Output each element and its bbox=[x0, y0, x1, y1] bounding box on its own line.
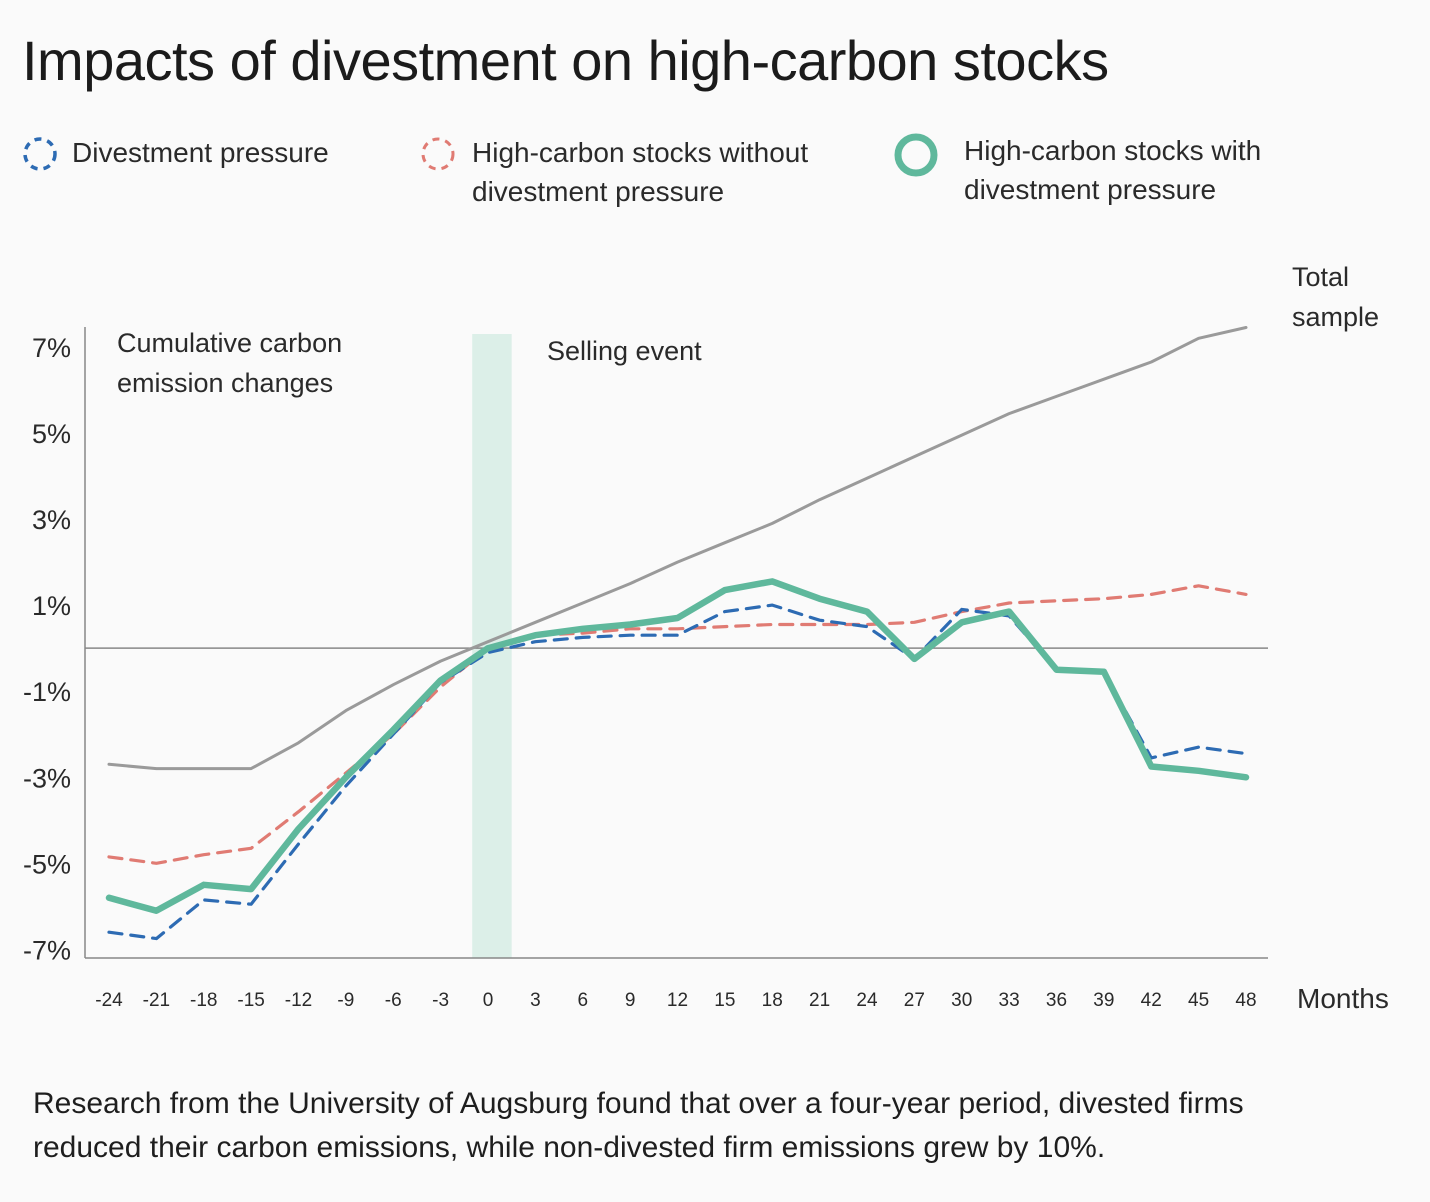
x-tick-label: -9 bbox=[337, 990, 354, 1011]
x-tick-label: -3 bbox=[432, 990, 449, 1011]
series-label-total: Total bbox=[1292, 262, 1349, 292]
x-tick-label: 0 bbox=[483, 990, 494, 1011]
x-tick-label: 36 bbox=[1046, 990, 1067, 1011]
y-tick-label: -1% bbox=[23, 677, 71, 707]
series-line-with bbox=[105, 578, 1250, 914]
x-tick-label: 9 bbox=[625, 990, 636, 1011]
legend-marker-divestment bbox=[23, 137, 57, 171]
legend-label-line: Divestment pressure bbox=[72, 137, 329, 168]
x-tick-label: 18 bbox=[762, 990, 783, 1011]
x-tick-label: 27 bbox=[904, 990, 925, 1011]
legend-marker-without bbox=[421, 137, 455, 171]
legend-swatch-without bbox=[421, 137, 455, 171]
series-line-without bbox=[107, 584, 1248, 865]
x-tick-label: 21 bbox=[809, 990, 830, 1011]
y-tick-label: 7% bbox=[32, 333, 71, 363]
x-tick-label: 12 bbox=[667, 990, 688, 1011]
x-tick-label: -6 bbox=[385, 990, 402, 1011]
legend-label-line: High-carbon stocks without bbox=[472, 137, 809, 168]
x-tick-label: 42 bbox=[1141, 990, 1162, 1011]
y-tick-label: 5% bbox=[32, 419, 71, 449]
x-tick-label: -12 bbox=[285, 990, 312, 1011]
legend-label-without: High-carbon stocks without divestment pr… bbox=[472, 133, 808, 211]
x-tick-label: 48 bbox=[1235, 990, 1256, 1011]
x-tick-label: -21 bbox=[143, 990, 170, 1011]
x-tick-label: 24 bbox=[856, 990, 878, 1011]
y-tick-label: 1% bbox=[32, 591, 71, 621]
x-tick-label: -15 bbox=[237, 990, 264, 1011]
legend-label-line: divestment pressure bbox=[964, 174, 1217, 205]
legend-item-without: High-carbon stocks without divestment pr… bbox=[418, 133, 808, 211]
legend-label-with: High-carbon stocks with divestment press… bbox=[964, 131, 1261, 209]
x-tick-label: 33 bbox=[999, 990, 1020, 1011]
series-line-divestment bbox=[107, 603, 1248, 941]
legend-item-with: High-carbon stocks with divestment press… bbox=[892, 131, 1261, 209]
legend-item-divestment: Divestment pressure bbox=[20, 133, 329, 174]
legend-swatch-with bbox=[894, 133, 938, 177]
x-tick-label: -24 bbox=[95, 990, 123, 1011]
y-tick-label: -3% bbox=[23, 763, 71, 793]
y-axis-label-line: Cumulative carbon bbox=[117, 328, 342, 358]
legend-label-line: divestment pressure bbox=[472, 176, 725, 207]
x-tick-label: 3 bbox=[530, 990, 541, 1011]
y-tick-label: -7% bbox=[23, 935, 71, 965]
series-label-total: sample bbox=[1292, 302, 1379, 332]
legend-swatch-divestment bbox=[23, 137, 57, 171]
x-tick-label: 15 bbox=[714, 990, 735, 1011]
selling-event-label: Selling event bbox=[547, 336, 702, 366]
series-line-total bbox=[107, 326, 1248, 771]
x-tick-label: 45 bbox=[1188, 990, 1209, 1011]
x-tick-label: -18 bbox=[190, 990, 217, 1011]
legend-marker-with bbox=[894, 133, 938, 177]
chart-title: Impacts of divestment on high-carbon sto… bbox=[22, 29, 1109, 92]
line-chart: 7% 5% 3% 1% -1% -3% -5% -7% -24 -21 -18 -15 -12 -9 -6 -… bbox=[23, 262, 1389, 1014]
x-axis-label: Months bbox=[1297, 983, 1389, 1014]
legend-label-divestment: Divestment pressure bbox=[72, 133, 329, 172]
legend-label-line: High-carbon stocks with bbox=[964, 135, 1262, 166]
x-tick-label: 30 bbox=[951, 990, 972, 1011]
x-tick-label: 6 bbox=[577, 990, 588, 1011]
caption: Research from the University of Augsburg… bbox=[33, 1087, 1244, 1164]
y-tick-label: -5% bbox=[23, 849, 71, 879]
x-tick-label: 39 bbox=[1093, 990, 1114, 1011]
y-tick-label: 3% bbox=[32, 505, 71, 535]
y-axis-label-line: emission changes bbox=[117, 368, 333, 398]
